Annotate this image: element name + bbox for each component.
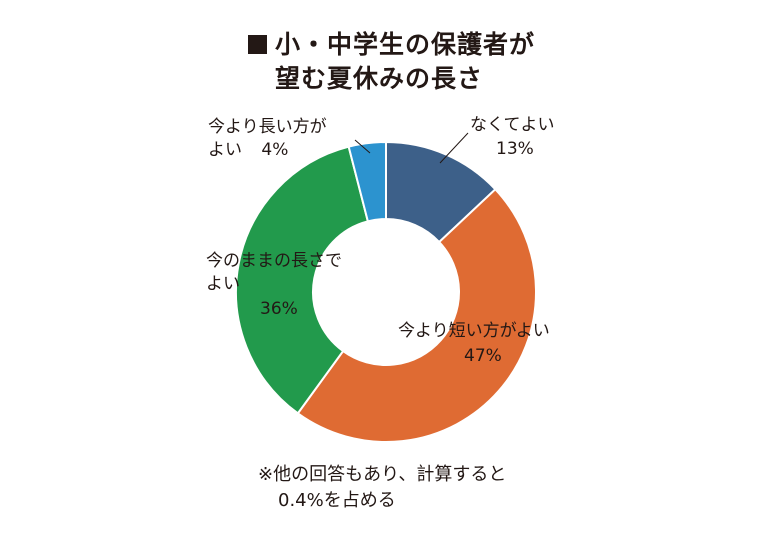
leader-lines [354,132,469,164]
label-longer: 今より長い方が [208,117,327,137]
title-square-icon [248,35,267,54]
donut-slices [235,140,537,443]
label-longer-text2: よい [208,140,242,160]
title-line-1: 小・中学生の保護者が [275,30,536,59]
label-none-text: なくてよい [470,115,555,135]
label-longer-line2: よい 4% [208,139,288,161]
label-same-line2: よい [206,274,240,294]
label-same-pct: 36% [260,299,298,319]
footnote-line-1: ※他の回答もあり、計算すると [258,464,507,485]
label-longer-pct: 4% [261,140,289,160]
slice-same [235,145,370,415]
label-shorter: 今より短い方がよい [398,321,550,341]
title-line-2: 望む夏休みの長さ [275,64,484,93]
label-shorter-pct: 47% [464,346,502,366]
footnote-line-2: 0.4%を占める [278,490,396,511]
slice-longer [347,140,387,223]
label-none: なくてよい [470,114,555,136]
slice-shorter [296,187,537,443]
leader-line-none [439,132,469,164]
label-none-pct: 13% [496,139,534,159]
footnote: ※他の回答もあり、計算すると 0.4%を占める [258,462,506,514]
leader-line-longer [354,139,371,154]
label-same: 今のままの長さで [206,251,342,271]
chart-title: 小・中学生の保護者が 望む夏休みの長さ [248,28,668,96]
